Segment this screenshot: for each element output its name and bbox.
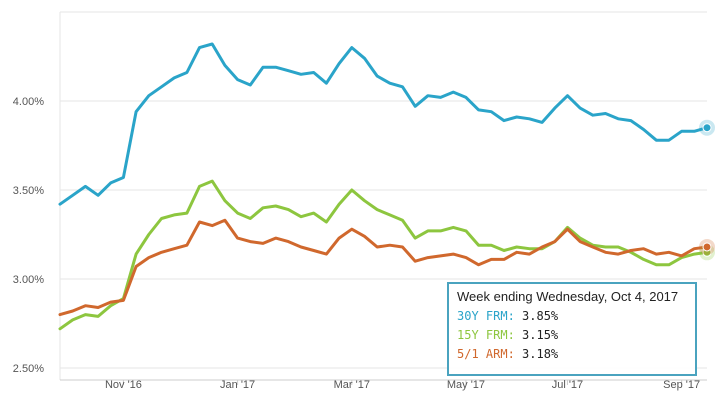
x-tick-label: May '17 (447, 379, 485, 391)
x-tick-label: Mar '17 (334, 379, 370, 391)
tooltip-value-30y: 3.85% (522, 309, 559, 323)
tooltip-title: Week ending Wednesday, Oct 4, 2017 (457, 289, 679, 304)
x-tick-label: Nov '16 (105, 379, 142, 391)
tooltip-label-arm: 5/1 ARM: (457, 347, 515, 361)
series-line-30y (58, 42, 709, 206)
series-line-15y (58, 179, 709, 331)
y-tick-label: 4.00% (13, 96, 44, 108)
hover-point-arm (702, 242, 712, 252)
hover-point-30y (702, 123, 712, 133)
y-tick-label: 2.50% (13, 363, 44, 375)
tooltip-label-15y: 15Y FRM: (457, 328, 515, 342)
series-line-arm (58, 218, 709, 317)
x-tick-label: Jul '17 (552, 379, 583, 391)
data-tooltip: Week ending Wednesday, Oct 4, 2017 30Y F… (447, 282, 697, 376)
tooltip-label-30y: 30Y FRM: (457, 309, 515, 323)
x-tick-label: Sep '17 (663, 379, 700, 391)
tooltip-value-15y: 3.15% (522, 328, 559, 342)
tooltip-row-15y: 15Y FRM: 3.15% (457, 328, 687, 342)
tooltip-row-arm: 5/1 ARM: 3.18% (457, 347, 687, 361)
y-tick-label: 3.00% (13, 274, 44, 286)
tooltip-row-30y: 30Y FRM: 3.85% (457, 309, 687, 323)
tooltip-value-arm: 3.18% (522, 347, 559, 361)
y-tick-label: 3.50% (13, 185, 44, 197)
x-tick-label: Jan '17 (220, 379, 255, 391)
